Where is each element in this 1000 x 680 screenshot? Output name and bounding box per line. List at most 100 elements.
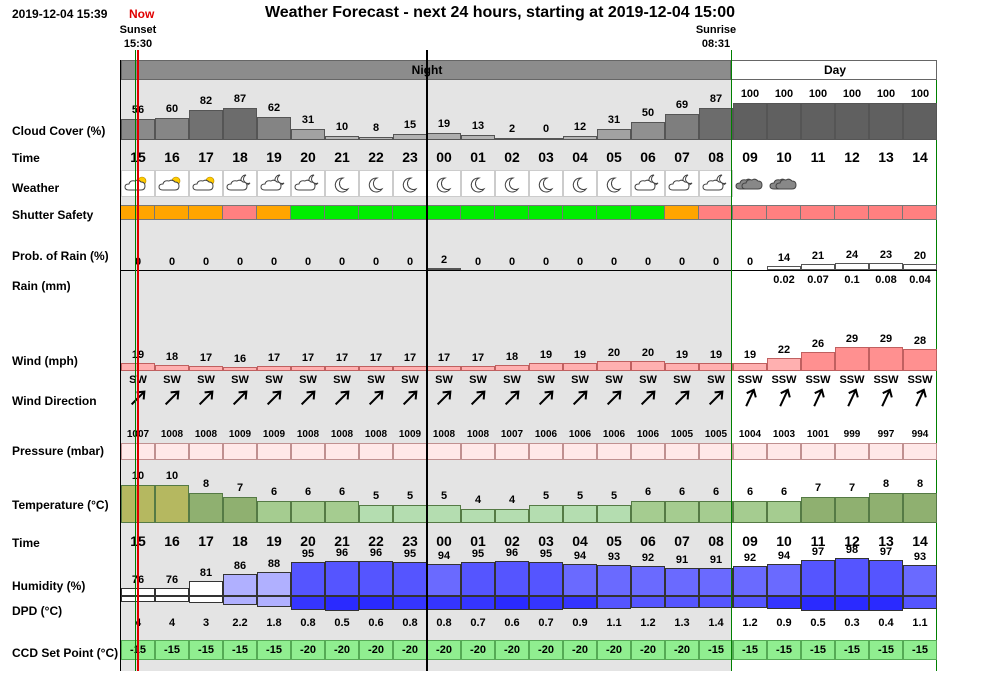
ccd-cell: [597, 640, 631, 660]
pressure-cell: [155, 443, 189, 460]
shutter-safety-cell: [427, 205, 461, 220]
wind-value: 17: [471, 352, 485, 365]
wind-bar: [189, 366, 223, 371]
time-label: 02: [504, 149, 520, 165]
time-label-2: 11: [810, 533, 826, 549]
prob-rain-value: 0: [712, 256, 720, 268]
prob-rain-value: 20: [913, 250, 927, 262]
prob-rain-value: 0: [542, 256, 550, 268]
cloud-cover-bar: [155, 117, 189, 140]
rain-value: 0.02: [773, 274, 795, 286]
pressure-cell: [325, 443, 359, 460]
wind-value: 17: [437, 352, 451, 365]
cloud-cover-bar: [189, 109, 223, 140]
temperature-bar: [869, 493, 903, 523]
shutter-safety-cell: [495, 205, 529, 220]
shutter-safety-cell: [665, 205, 699, 220]
spacer: [1, 71, 121, 72]
cloud-moon-icon: [665, 170, 699, 197]
ccd-cell: [495, 640, 529, 660]
humidity-value: 97: [879, 545, 893, 558]
cloud-cover-bar: [359, 137, 393, 140]
dpd-value: 1.1: [606, 617, 622, 629]
cloud-cover-value: 62: [267, 102, 281, 115]
wind-bar: [529, 363, 563, 371]
wind-arrow-icon: [631, 386, 665, 410]
time-label-2: 01: [470, 533, 486, 549]
time-label: 07: [674, 149, 690, 165]
humidity-value: 91: [675, 553, 689, 566]
row-label-cloud-cover: Cloud Cover (%): [12, 124, 106, 138]
wind-arrow-icon: [665, 386, 699, 410]
time-label-2: 21: [334, 533, 350, 549]
prob-rain-value: 0: [236, 256, 244, 268]
cloud-cover-value: 10: [335, 121, 349, 134]
ccd-value: -20: [504, 644, 520, 656]
prob-rain-value: 0: [644, 256, 652, 268]
sunset-line: [135, 50, 136, 671]
pressure-cell: [835, 443, 869, 460]
row-label-temperature: Temperature (°C): [12, 498, 109, 512]
cloud-cover-bar: [325, 136, 359, 140]
wind-value: 19: [709, 349, 723, 361]
temperature-bar: [325, 501, 359, 523]
cloud-cover-value: 100: [740, 88, 760, 100]
humidity-bar: [665, 567, 699, 596]
header-datetime: 2019-12-04 15:39: [12, 7, 108, 21]
humidity-value: 88: [267, 557, 281, 570]
sunrise-label: Sunrise: [695, 24, 737, 36]
ccd-cell: [903, 640, 937, 660]
ccd-value: -15: [266, 644, 282, 656]
temperature-value: 5: [542, 490, 550, 502]
rain-value: 0.07: [807, 274, 829, 286]
ccd-cell: [291, 640, 325, 660]
prob-rain-value: 0: [270, 256, 278, 268]
dpd-value: 1.1: [912, 617, 928, 629]
cloud-cover-value: 19: [437, 117, 451, 130]
dpd-value: 0.3: [844, 617, 860, 629]
time-label-2: 13: [878, 533, 894, 549]
cloud-cover-bar: [427, 132, 461, 140]
pressure-value: 1006: [636, 429, 660, 440]
cloud-cover-bar: [699, 107, 733, 140]
dpd-value: 0.5: [334, 617, 350, 629]
dpd-bar: [325, 596, 359, 611]
temperature-bar: [393, 505, 427, 523]
ccd-value: -20: [300, 644, 316, 656]
temperature-bar: [529, 505, 563, 523]
wind-arrow-icon: [733, 386, 767, 410]
pressure-value: 999: [843, 429, 861, 440]
wind-arrow-icon: [257, 386, 291, 410]
wind-value: 19: [675, 349, 689, 361]
pressure-cell: [529, 443, 563, 460]
time-label-2: 09: [742, 533, 758, 549]
wind-bar: [801, 351, 835, 371]
dpd-value: 3: [202, 617, 210, 629]
page-title: Weather Forecast - next 24 hours, starti…: [264, 4, 736, 21]
temperature-value: 7: [848, 482, 856, 494]
pressure-cell: [563, 443, 597, 460]
cloud-moon-icon: [291, 170, 325, 197]
wind-value: 19: [539, 349, 553, 361]
cloud-cover-bar: [291, 128, 325, 140]
pressure-cell: [665, 443, 699, 460]
pressure-value: 994: [911, 429, 929, 440]
prob-rain-bar: [903, 264, 937, 270]
ccd-value: -20: [402, 644, 418, 656]
wind-value: 18: [165, 350, 179, 363]
cloud-icon: [767, 170, 801, 197]
temperature-value: 7: [236, 482, 244, 494]
row-label-wind-direction: Wind Direction: [12, 394, 97, 408]
humidity-value: 95: [539, 548, 553, 561]
dpd-bar: [257, 596, 291, 607]
wind-direction-label: SW: [605, 374, 623, 386]
humidity-value: 93: [913, 550, 927, 563]
dpd-value: 1.2: [742, 617, 758, 629]
row-label-wind: Wind (mph): [12, 354, 78, 368]
dpd-bar: [359, 596, 393, 611]
temperature-value: 8: [202, 478, 210, 490]
prob-rain-value: 24: [845, 248, 859, 261]
pressure-value: 1006: [568, 429, 592, 440]
sunrise-line: [731, 50, 732, 671]
wind-direction-label: SW: [333, 374, 351, 386]
